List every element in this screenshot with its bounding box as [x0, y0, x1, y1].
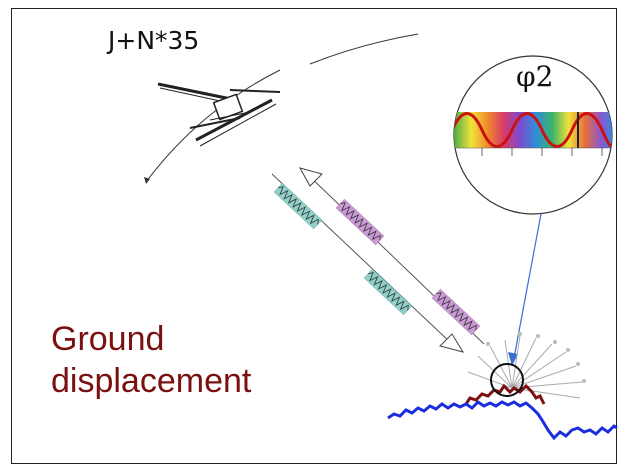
- orbit-arrow-icon: [144, 177, 150, 184]
- orbit-arc-lower: [145, 69, 281, 183]
- satellite-icon: [157, 82, 281, 147]
- ground-label-line2: displacement: [51, 362, 252, 400]
- orbit-arc-upper: [309, 33, 419, 65]
- scatter-arrowheads: [486, 332, 586, 383]
- terrain-profile-after: [464, 383, 546, 405]
- outgoing-arrowhead-icon: [439, 333, 465, 353]
- wave-packet-outgoing-2: [363, 268, 413, 316]
- pointer-arrow-icon: [508, 352, 518, 366]
- ground-label-line1: Ground: [51, 320, 165, 358]
- ground-displacement-label: Ground displacement: [51, 318, 251, 402]
- wave-packet-return-2: [431, 288, 481, 336]
- satellite-pass-label: J+N*35: [108, 26, 200, 55]
- return-arrowhead-icon: [298, 167, 323, 187]
- highlight-circle: [490, 363, 524, 397]
- wave-packet-outgoing-1: [273, 182, 323, 230]
- wave-packet-return-1: [335, 198, 385, 246]
- phase-label: φ2: [516, 60, 554, 93]
- terrain-profile-before: [387, 400, 618, 441]
- wave-spectrum-icon: [454, 112, 612, 156]
